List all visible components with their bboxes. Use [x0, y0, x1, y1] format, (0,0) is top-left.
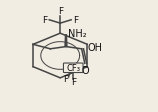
Text: F: F	[42, 16, 47, 25]
FancyBboxPatch shape	[64, 64, 83, 73]
Text: O: O	[82, 66, 89, 76]
Text: OH: OH	[87, 43, 102, 53]
Text: NH₂: NH₂	[67, 28, 86, 38]
Text: F: F	[71, 77, 76, 86]
Polygon shape	[65, 36, 67, 47]
Text: F: F	[63, 74, 68, 83]
Text: CF₃: CF₃	[66, 63, 80, 72]
Text: F: F	[73, 16, 79, 25]
Text: F: F	[58, 7, 63, 16]
